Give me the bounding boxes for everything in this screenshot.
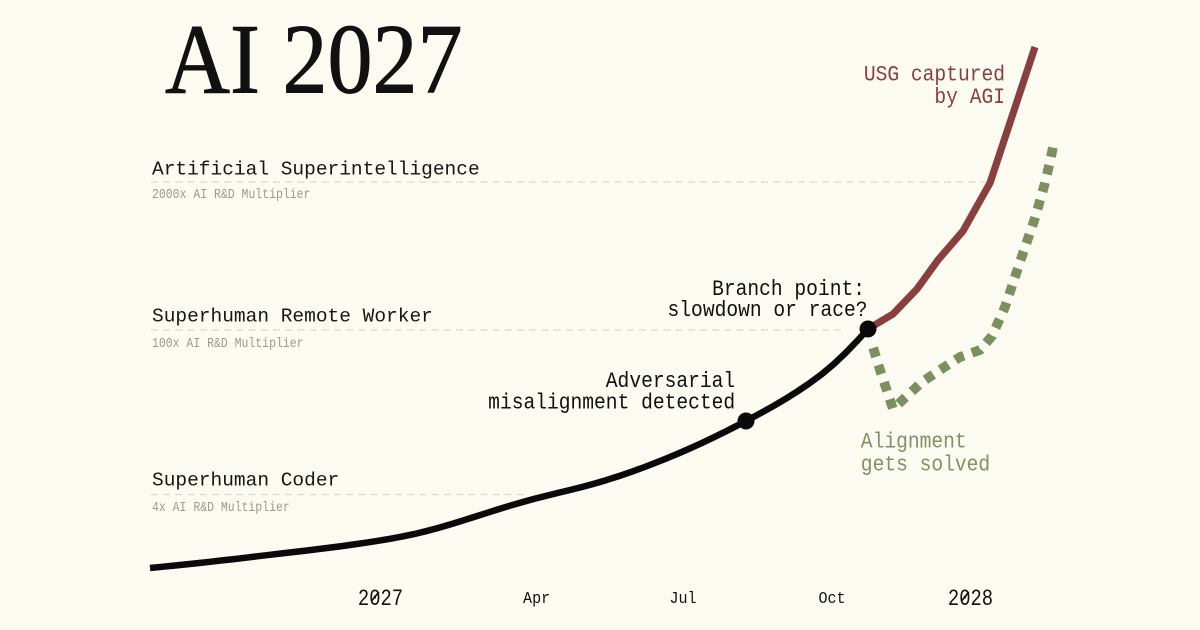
svg-text:Superhuman Remote Worker: Superhuman Remote Worker [152, 306, 433, 328]
svg-text:4x AI R&D Multiplier: 4x AI R&D Multiplier [152, 499, 290, 515]
svg-text:Branch point:: Branch point: [712, 278, 865, 302]
svg-text:by AGI: by AGI [934, 86, 1005, 110]
svg-text:2027: 2027 [358, 586, 403, 612]
svg-text:slowdown or race?: slowdown or race? [668, 299, 868, 323]
svg-text:2000x AI R&D Multiplier: 2000x AI R&D Multiplier [152, 186, 310, 202]
svg-text:100x AI R&D Multiplier: 100x AI R&D Multiplier [152, 335, 304, 351]
svg-text:Jul: Jul [669, 589, 696, 608]
svg-text:Oct: Oct [818, 589, 845, 608]
svg-text:AI 2027: AI 2027 [165, 3, 462, 114]
svg-text:USG captured: USG captured [864, 64, 1005, 88]
svg-text:Superhuman Coder: Superhuman Coder [152, 469, 339, 491]
svg-text:2028: 2028 [948, 586, 993, 612]
svg-text:Apr: Apr [523, 589, 550, 608]
svg-text:Alignment: Alignment [861, 431, 967, 455]
svg-text:misalignment detected: misalignment detected [488, 391, 735, 415]
svg-text:Artificial Superintelligence: Artificial Superintelligence [152, 159, 480, 181]
svg-text:gets solved: gets solved [861, 454, 990, 478]
svg-text:Adversarial: Adversarial [606, 370, 735, 394]
